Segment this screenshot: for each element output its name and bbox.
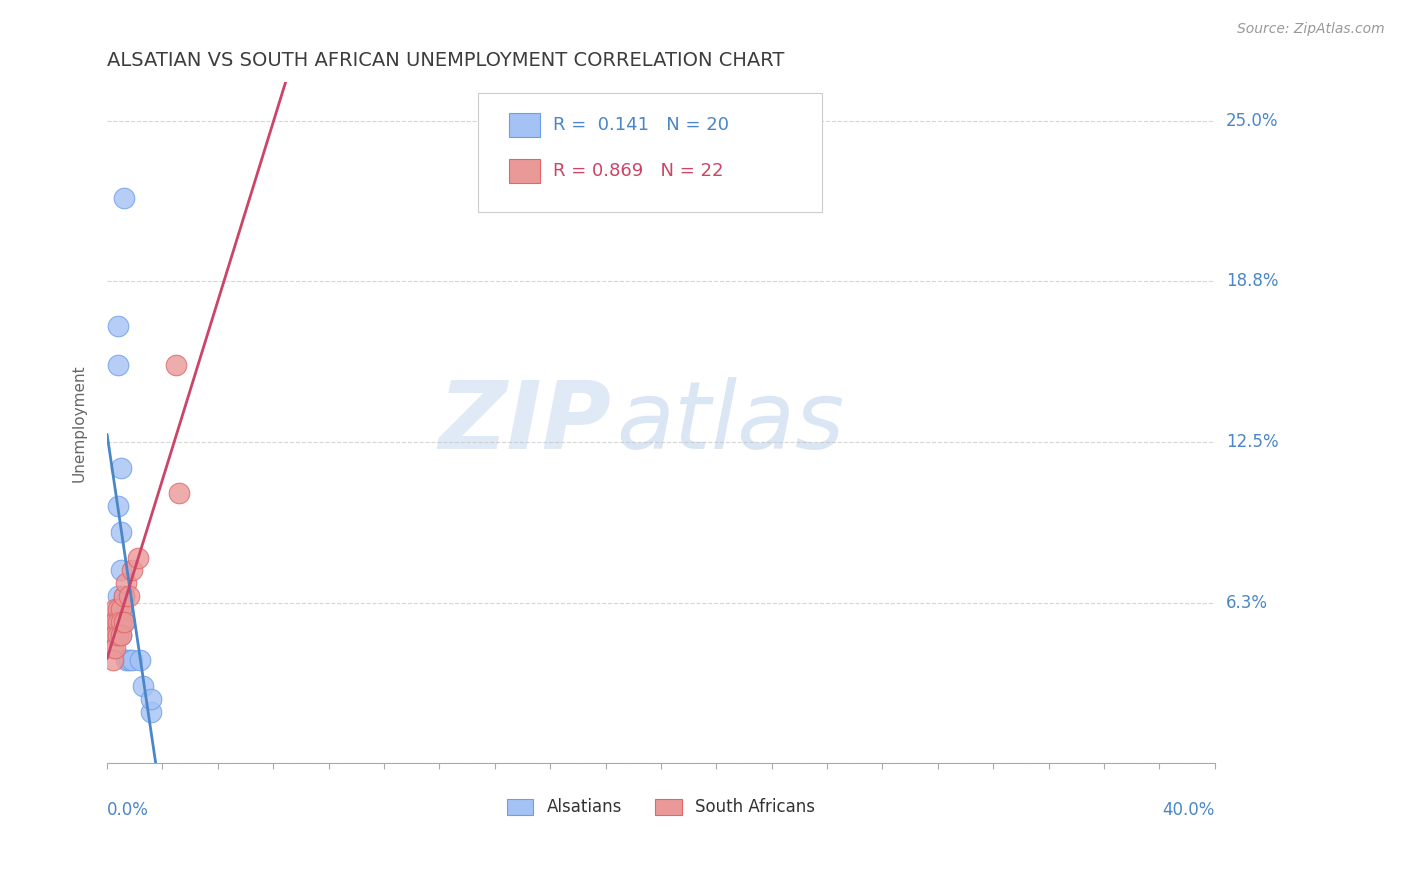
Point [115, 576, 138, 591]
Point [115, 653, 138, 667]
Point [132, 679, 155, 693]
Point [112, 589, 135, 603]
Point [165, 358, 187, 372]
Point [104, 628, 127, 642]
Point [121, 564, 143, 578]
Point [112, 589, 135, 603]
Point [101, 628, 124, 642]
Text: ZIP: ZIP [439, 376, 612, 468]
Point [141, 692, 163, 706]
Text: 25.0%: 25.0% [1226, 112, 1278, 130]
Y-axis label: Unemployment: Unemployment [72, 364, 86, 482]
Text: atlas: atlas [617, 377, 845, 468]
Point [110, 564, 132, 578]
Text: 18.8%: 18.8% [1226, 272, 1278, 291]
FancyBboxPatch shape [509, 113, 540, 137]
Point [112, 191, 135, 205]
FancyBboxPatch shape [509, 159, 540, 183]
Text: 0.0%: 0.0% [107, 801, 149, 819]
Point [110, 628, 132, 642]
Text: ALSATIAN VS SOUTH AFRICAN UNEMPLOYMENT CORRELATION CHART: ALSATIAN VS SOUTH AFRICAN UNEMPLOYMENT C… [107, 51, 785, 70]
Point [110, 460, 132, 475]
Point [107, 628, 129, 642]
Text: R = 0.869   N = 22: R = 0.869 N = 22 [554, 161, 724, 180]
Point [112, 615, 135, 629]
Point [110, 524, 132, 539]
Point [118, 589, 141, 603]
Point [127, 550, 149, 565]
Point [104, 602, 127, 616]
Point [104, 640, 127, 655]
Point [110, 602, 132, 616]
Text: 12.5%: 12.5% [1226, 433, 1278, 451]
FancyBboxPatch shape [478, 93, 821, 211]
Point [121, 653, 143, 667]
Point [107, 615, 129, 629]
Point [101, 653, 124, 667]
Point [110, 602, 132, 616]
Point [141, 705, 163, 719]
Point [101, 640, 124, 655]
Point [107, 589, 129, 603]
Text: R =  0.141   N = 20: R = 0.141 N = 20 [554, 116, 730, 134]
Text: 6.3%: 6.3% [1226, 593, 1268, 612]
Point [101, 615, 124, 629]
Point [104, 615, 127, 629]
Point [112, 615, 135, 629]
Point [107, 500, 129, 514]
Point [118, 653, 141, 667]
Text: 40.0%: 40.0% [1163, 801, 1215, 819]
Point [129, 653, 152, 667]
Text: Source: ZipAtlas.com: Source: ZipAtlas.com [1237, 22, 1385, 37]
Legend: Alsatians, South Africans: Alsatians, South Africans [501, 791, 823, 823]
Point [167, 486, 190, 500]
Point [107, 602, 129, 616]
Point [107, 615, 129, 629]
Point [107, 319, 129, 334]
Point [110, 628, 132, 642]
Point [110, 615, 132, 629]
Point [107, 358, 129, 372]
